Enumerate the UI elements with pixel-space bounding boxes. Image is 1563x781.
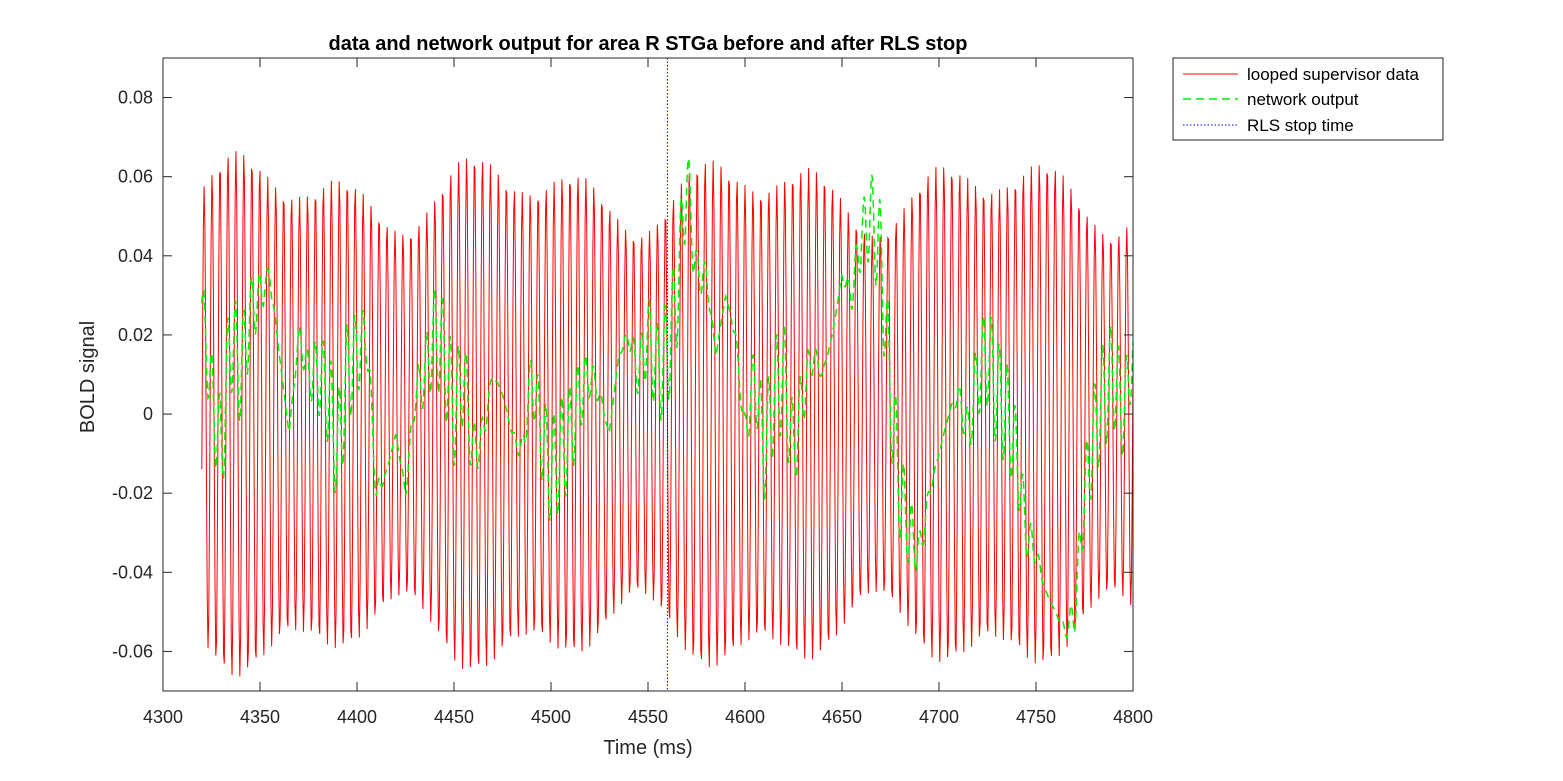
y-tick-label: -0.06 bbox=[112, 641, 153, 661]
legend-label-supervisor: looped supervisor data bbox=[1247, 65, 1420, 84]
y-tick-label: 0.02 bbox=[118, 325, 153, 345]
y-axis: -0.06 -0.04 -0.02 0 0.02 0.04 0.06 0.08 bbox=[112, 88, 1133, 661]
x-tick-label: 4450 bbox=[434, 707, 474, 727]
legend-label-network: network output bbox=[1247, 90, 1359, 109]
y-tick-label: 0.08 bbox=[118, 88, 153, 108]
x-axis: 4300 4350 4400 4450 4500 4550 4600 4650 4700 4750… bbox=[143, 58, 1153, 727]
y-tick-label: -0.02 bbox=[112, 483, 153, 503]
x-tick-label: 4750 bbox=[1016, 707, 1056, 727]
x-tick-label: 4550 bbox=[628, 707, 668, 727]
x-tick-label: 4700 bbox=[919, 707, 959, 727]
x-axis-label: Time (ms) bbox=[603, 737, 692, 759]
x-tick-label: 4500 bbox=[531, 707, 571, 727]
x-tick-label: 4650 bbox=[822, 707, 862, 727]
x-tick-label: 4400 bbox=[337, 707, 377, 727]
plot-area bbox=[201, 58, 1133, 691]
y-tick-label: -0.04 bbox=[112, 562, 153, 582]
legend: looped supervisor data network output RL… bbox=[1172, 57, 1444, 141]
x-tick-label: 4800 bbox=[1113, 707, 1153, 727]
x-tick-label: 4600 bbox=[725, 707, 765, 727]
y-tick-label: 0 bbox=[143, 404, 153, 424]
y-tick-label: 0.06 bbox=[118, 167, 153, 187]
legend-box bbox=[1172, 57, 1444, 141]
x-tick-label: 4350 bbox=[240, 707, 280, 727]
x-tick-label: 4300 bbox=[143, 707, 183, 727]
chart-title: data and network output for area R STGa … bbox=[329, 33, 968, 55]
y-axis-label: BOLD signal bbox=[77, 321, 99, 433]
y-tick-label: 0.04 bbox=[118, 246, 153, 266]
legend-label-rls: RLS stop time bbox=[1247, 116, 1354, 135]
